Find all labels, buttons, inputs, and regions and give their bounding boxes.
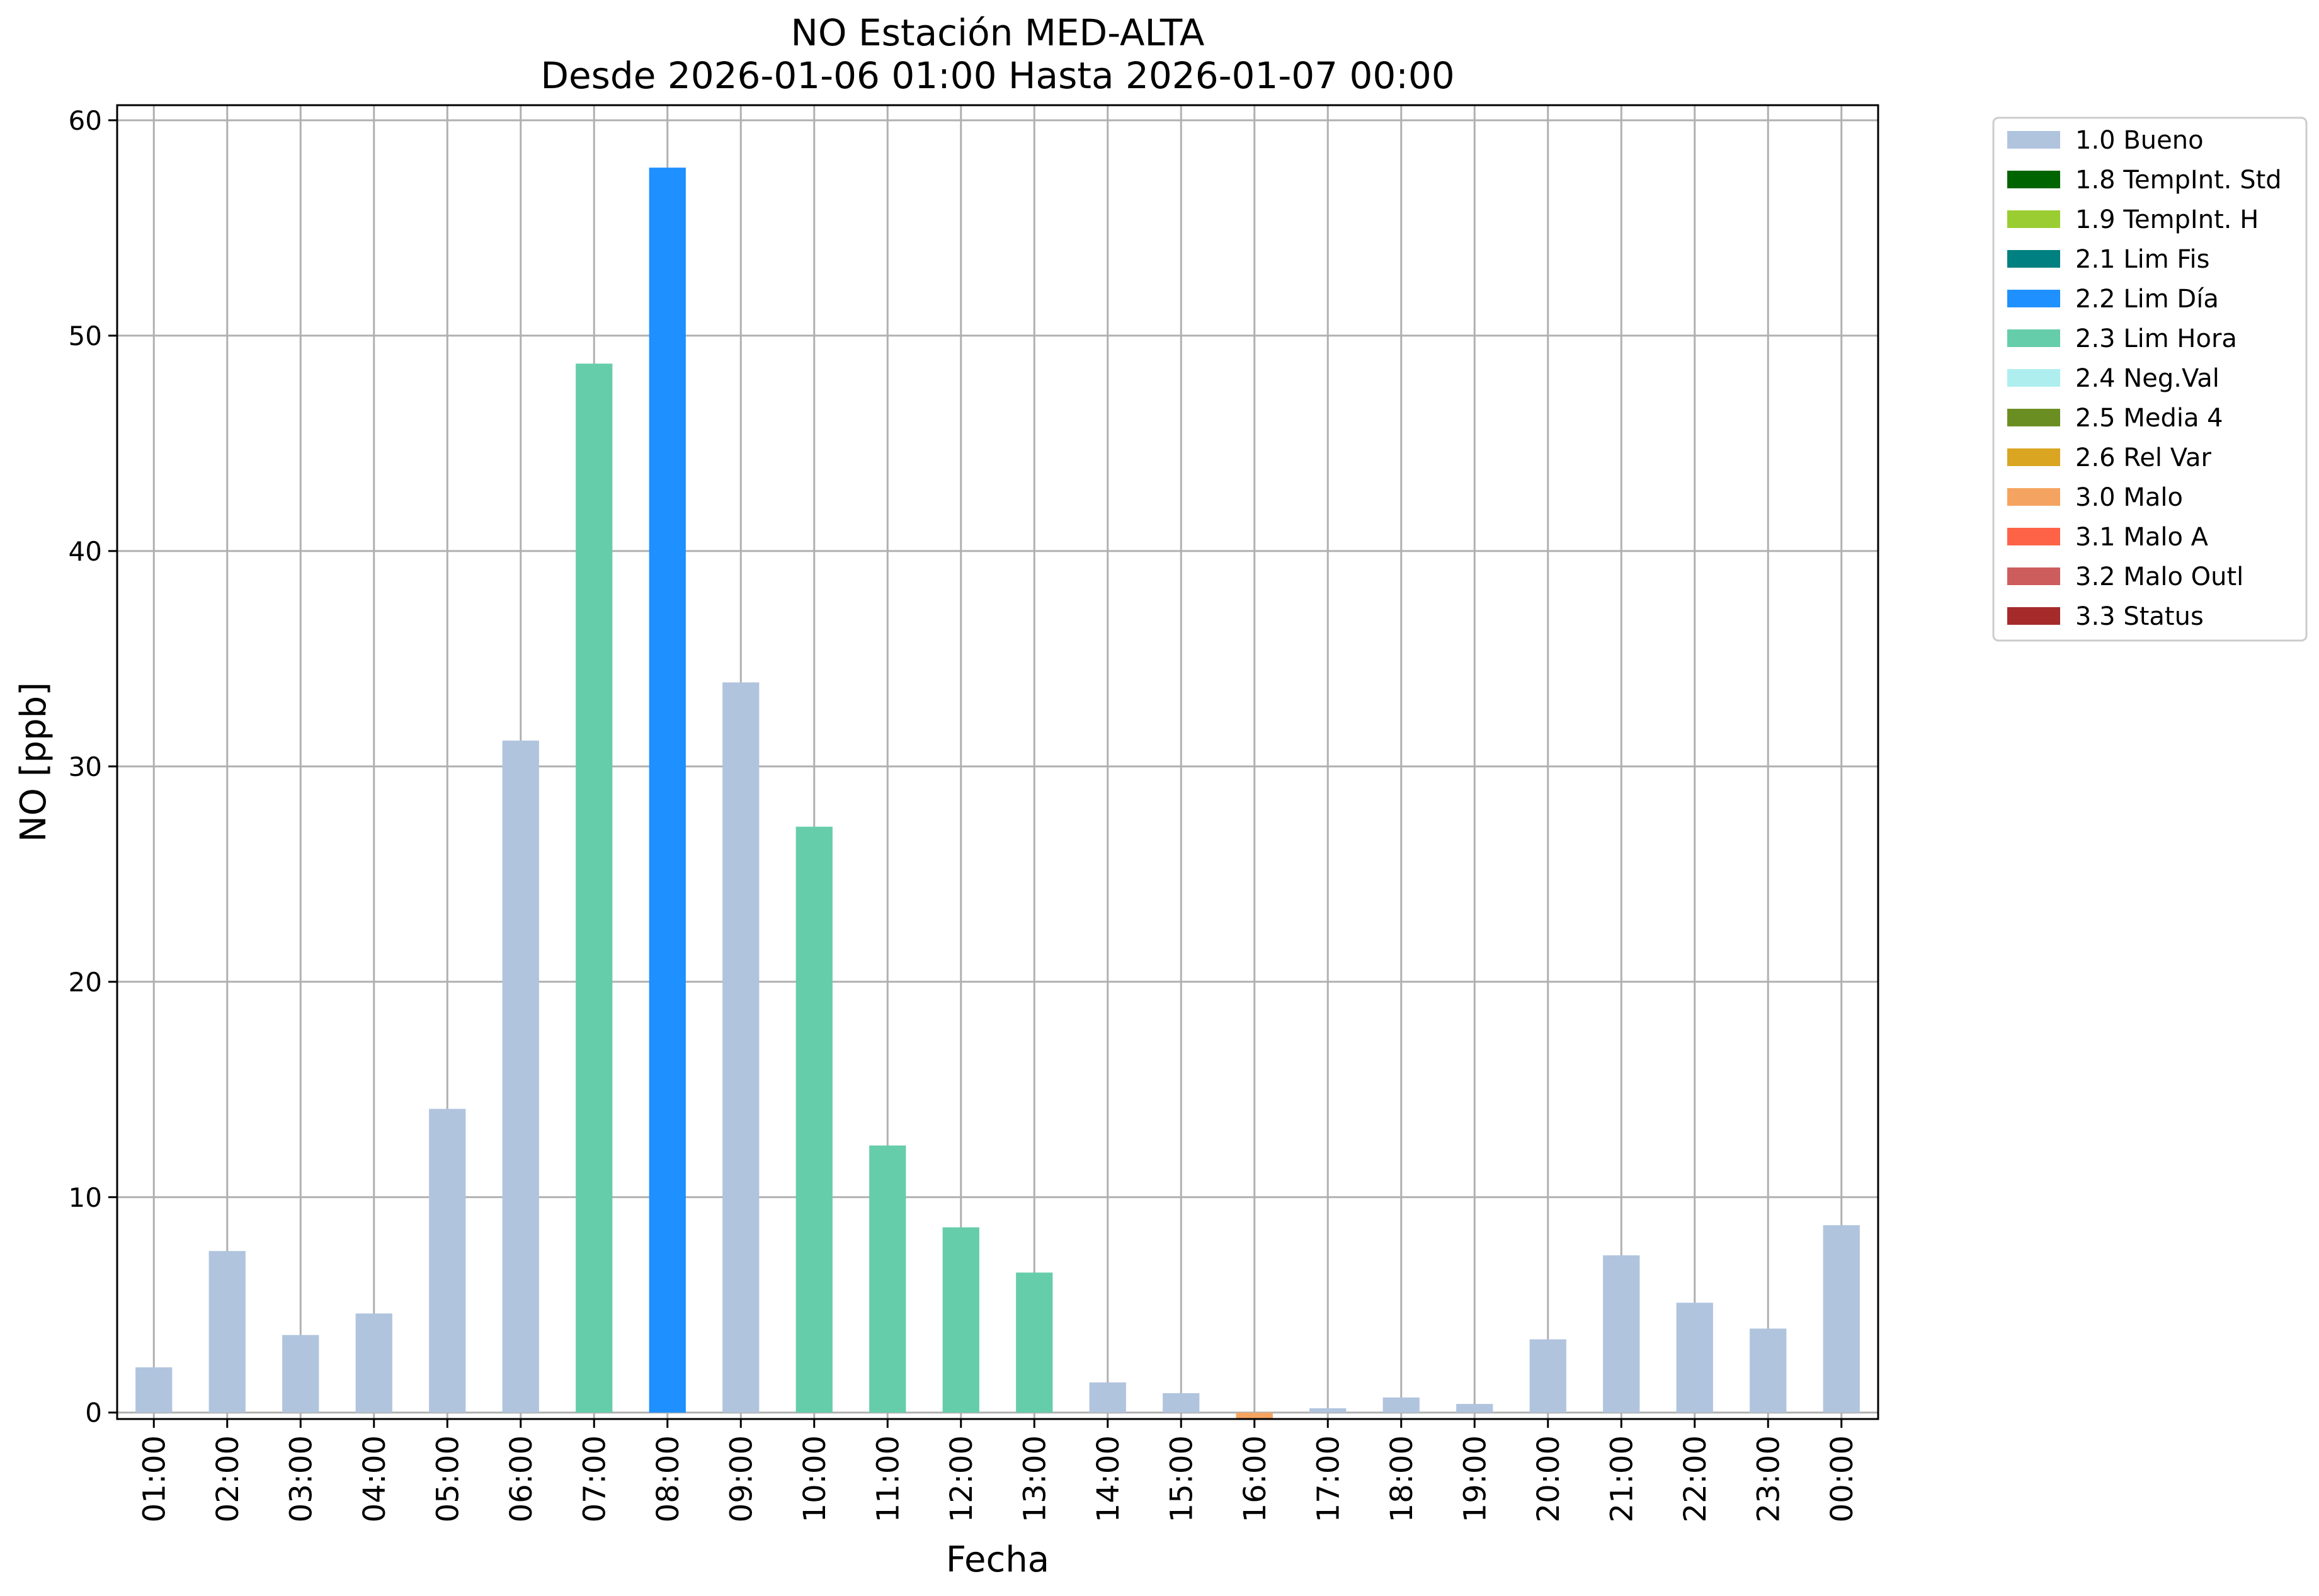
x-tick-label: 21:00 [1604, 1435, 1639, 1522]
bar [1823, 1225, 1860, 1413]
legend-label: 3.3 Status [2075, 602, 2204, 631]
x-tick-label: 09:00 [724, 1435, 759, 1522]
x-tick-label: 04:00 [357, 1435, 392, 1522]
x-axis-label: Fecha [946, 1539, 1049, 1580]
y-tick-label: 10 [69, 1182, 102, 1213]
legend-swatch [2007, 250, 2060, 268]
bars [135, 168, 1860, 1419]
x-tick-label: 03:00 [283, 1435, 319, 1522]
x-tick-label: 01:00 [137, 1435, 172, 1522]
plot-frame [116, 104, 1879, 1420]
bar [135, 1367, 173, 1413]
x-tick-label: 23:00 [1751, 1435, 1786, 1522]
y-tick-label: 0 [85, 1398, 102, 1428]
legend-swatch [2007, 171, 2060, 188]
legend-swatch [2007, 131, 2060, 149]
x-tick-label: 20:00 [1531, 1435, 1566, 1522]
legend: 1.0 Bueno 1.8 TempInt. Std 1.9 TempInt. H 2… [1992, 117, 2308, 642]
bar [1676, 1302, 1713, 1413]
bar [1603, 1255, 1640, 1413]
x-tick-label: 19:00 [1457, 1435, 1493, 1522]
legend-swatch [2007, 290, 2060, 307]
bar [576, 363, 613, 1413]
legend-frame [1992, 117, 2308, 642]
legend-label: 2.5 Media 4 [2075, 404, 2223, 433]
x-tick-label: 08:00 [651, 1435, 686, 1522]
x-tick-label: 15:00 [1164, 1435, 1199, 1522]
legend-items: 1.0 Bueno 1.8 TempInt. Std 1.9 TempInt. H 2… [2007, 126, 2282, 631]
x-tick-label: 22:00 [1678, 1435, 1713, 1522]
legend-swatch [2007, 488, 2060, 506]
x-tick-label: 11:00 [870, 1435, 906, 1522]
y-tick-label: 40 [69, 536, 102, 567]
legend-swatch [2007, 567, 2060, 585]
x-tick-label: 00:00 [1825, 1435, 1860, 1522]
legend-swatch [2007, 607, 2060, 625]
x-tick-label: 18:00 [1384, 1435, 1420, 1522]
chart-title-line-1: NO Estación MED-ALTA [791, 11, 1205, 54]
legend-label: 2.4 Neg.Val [2075, 364, 2219, 393]
bar [208, 1251, 246, 1413]
bar [1236, 1412, 1273, 1419]
bar [355, 1313, 392, 1413]
bar [1529, 1339, 1566, 1413]
legend-label: 3.0 Malo [2075, 483, 2183, 512]
x-tick-label: 16:00 [1238, 1435, 1273, 1522]
y-axis-label: NO [ppb] [13, 682, 54, 842]
x-tick-label: 07:00 [577, 1435, 612, 1522]
bar [722, 682, 760, 1413]
y-tick-label: 30 [69, 751, 102, 782]
bar [869, 1145, 906, 1413]
bar [942, 1227, 979, 1413]
bar [1382, 1397, 1420, 1413]
bar [1309, 1408, 1347, 1413]
legend-label: 2.3 Lim Hora [2075, 324, 2237, 353]
y-tick-label: 50 [69, 321, 102, 351]
legend-swatch [2007, 369, 2060, 387]
bar [1016, 1272, 1053, 1413]
grid [117, 105, 1878, 1419]
x-tick-label: 13:00 [1017, 1435, 1052, 1522]
y-axis: 0 10 20 30 40 50 60 [69, 105, 117, 1428]
bar [1750, 1328, 1787, 1413]
y-tick-label: 60 [69, 105, 102, 136]
bar [282, 1335, 319, 1413]
legend-swatch [2007, 409, 2060, 426]
bar [1089, 1382, 1126, 1413]
x-tick-label: 02:00 [210, 1435, 246, 1522]
x-axis: 01:00 02:00 03:00 04:00 05:00 06:00 07:00 08:00… [137, 1419, 1860, 1522]
legend-swatch [2007, 528, 2060, 545]
legend-swatch [2007, 210, 2060, 228]
legend-label: 2.2 Lim Día [2075, 285, 2219, 314]
chart-title-line-2: Desde 2026-01-06 01:00 Hasta 2026-01-07 … [540, 54, 1454, 97]
legend-label: 1.9 TempInt. H [2075, 205, 2259, 234]
legend-label: 3.1 Malo A [2075, 523, 2209, 552]
x-tick-label: 17:00 [1311, 1435, 1346, 1522]
legend-label: 1.8 TempInt. Std [2075, 166, 2282, 195]
legend-label: 3.2 Malo Outl [2075, 562, 2243, 591]
x-tick-label: 14:00 [1091, 1435, 1126, 1522]
bar [1163, 1393, 1200, 1413]
bar [795, 826, 833, 1413]
legend-label: 2.1 Lim Fis [2075, 245, 2209, 274]
legend-label: 1.0 Bueno [2075, 126, 2204, 155]
legend-label: 2.6 Rel Var [2075, 443, 2212, 472]
x-tick-label: 05:00 [430, 1435, 465, 1522]
bar [649, 168, 686, 1413]
legend-swatch [2007, 329, 2060, 347]
legend-swatch [2007, 448, 2060, 466]
y-tick-label: 20 [69, 967, 102, 998]
bar [1456, 1404, 1493, 1413]
bar [502, 740, 539, 1413]
x-tick-label: 10:00 [797, 1435, 833, 1522]
x-tick-label: 06:00 [504, 1435, 539, 1522]
bar [429, 1109, 466, 1413]
x-tick-label: 12:00 [944, 1435, 979, 1522]
